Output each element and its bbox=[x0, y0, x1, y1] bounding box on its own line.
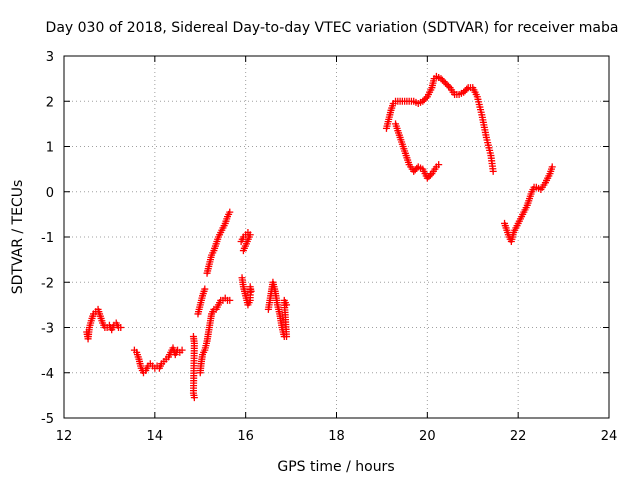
y-tick-label: -4 bbox=[41, 367, 54, 382]
data-point bbox=[435, 161, 443, 169]
data-point bbox=[423, 174, 431, 182]
data-point bbox=[420, 96, 428, 104]
y-axis-label: SDTVAR / TECUs bbox=[10, 180, 26, 295]
y-tick-label: 2 bbox=[46, 95, 54, 110]
x-tick-label: 20 bbox=[419, 429, 436, 444]
data-point bbox=[190, 394, 198, 402]
chart-title: Day 030 of 2018, Sidereal Day-to-day VTE… bbox=[46, 20, 619, 36]
y-tick-label: 3 bbox=[46, 50, 54, 65]
y-tick-label: -3 bbox=[41, 322, 54, 337]
y-tick-label: 0 bbox=[46, 186, 54, 201]
grid-lines bbox=[64, 56, 609, 418]
x-tick-label: 12 bbox=[56, 429, 73, 444]
data-point bbox=[283, 301, 291, 309]
x-tick-label: 14 bbox=[147, 429, 164, 444]
data-point bbox=[419, 97, 427, 105]
data-point bbox=[548, 163, 556, 171]
y-tick-label: -1 bbox=[41, 231, 54, 246]
x-tick-label: 18 bbox=[328, 429, 345, 444]
data-point bbox=[443, 81, 451, 89]
data-point bbox=[437, 75, 445, 83]
data-point bbox=[461, 87, 469, 95]
data-point bbox=[247, 287, 255, 295]
data-point bbox=[239, 247, 247, 255]
data-point bbox=[422, 94, 430, 102]
data-point bbox=[489, 167, 497, 175]
y-tick-label: -2 bbox=[41, 276, 54, 291]
data-point bbox=[445, 82, 453, 90]
data-point bbox=[463, 85, 471, 93]
data-point bbox=[410, 167, 418, 175]
x-axis-label: GPS time / hours bbox=[277, 459, 394, 475]
y-tick-label: -5 bbox=[41, 412, 54, 427]
data-points bbox=[83, 72, 556, 402]
data-point bbox=[201, 285, 209, 293]
data-point bbox=[226, 296, 234, 304]
data-point bbox=[460, 88, 468, 96]
data-point bbox=[117, 324, 125, 331]
x-tick-label: 16 bbox=[237, 429, 254, 444]
x-tick-label: 24 bbox=[601, 429, 618, 444]
y-tick-label: 1 bbox=[46, 141, 54, 156]
data-point bbox=[178, 346, 186, 354]
data-point bbox=[426, 171, 434, 179]
data-point bbox=[442, 79, 449, 87]
data-point bbox=[226, 208, 234, 216]
data-point bbox=[411, 166, 419, 174]
x-tick-label: 22 bbox=[510, 429, 527, 444]
data-point bbox=[438, 76, 446, 84]
data-point bbox=[425, 173, 433, 181]
data-point bbox=[440, 78, 448, 86]
